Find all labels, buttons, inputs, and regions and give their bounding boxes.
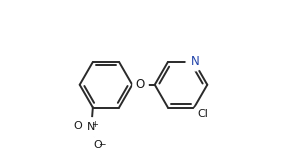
Text: O: O	[73, 121, 82, 131]
Text: Cl: Cl	[197, 109, 208, 119]
Text: +: +	[92, 120, 99, 129]
Text: O: O	[93, 140, 102, 150]
Text: N: N	[87, 122, 96, 132]
Text: N: N	[191, 55, 200, 68]
Text: −: −	[98, 139, 105, 148]
Text: O: O	[136, 78, 145, 91]
